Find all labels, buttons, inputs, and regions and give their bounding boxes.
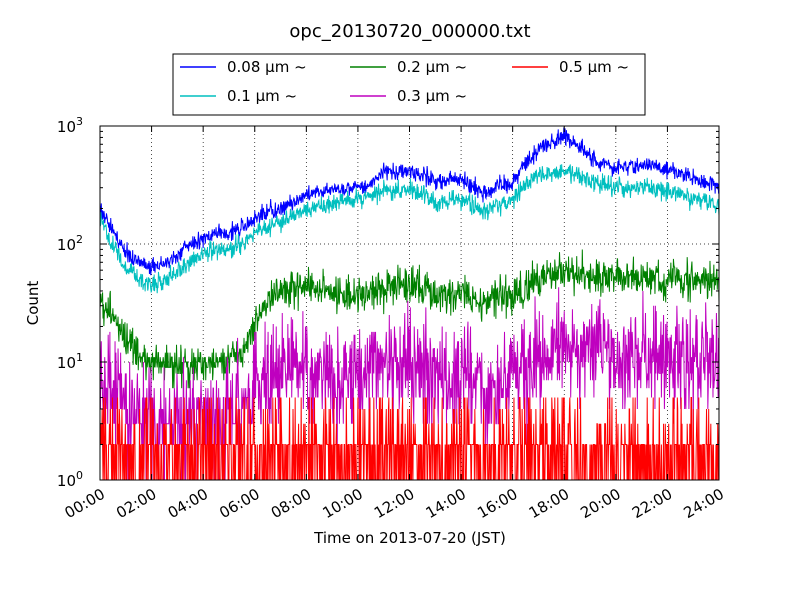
- series-line: [100, 164, 719, 294]
- legend-label: 0.3 μm ~: [397, 87, 467, 105]
- series-line: [100, 397, 719, 480]
- series-line: [100, 127, 719, 276]
- y-tick-labels: 100 101 102 103: [57, 115, 83, 490]
- y-tick-label: 102: [57, 233, 83, 254]
- legend-label: 0.08 μm ~: [227, 58, 307, 76]
- y-tick-label: 100: [57, 469, 83, 490]
- legend: 0.08 μm ~ 0.1 μm ~ 0.2 μm ~ 0.3 μm ~ 0.5 μm …: [172, 53, 646, 116]
- y-axis-label: Count: [24, 281, 42, 326]
- ticks: [99, 125, 720, 481]
- series-layer: [100, 127, 719, 480]
- legend-label: 0.2 μm ~: [397, 58, 467, 76]
- legend-label: 0.5 μm ~: [559, 58, 629, 76]
- y-tick-label: 103: [57, 115, 83, 136]
- chart-title: opc_20130720_000000.txt: [289, 21, 530, 42]
- legend-box: [172, 53, 646, 116]
- legend-label: 0.1 μm ~: [227, 87, 297, 105]
- x-axis-label: Time on 2013-07-20 (JST): [313, 529, 506, 547]
- legend-items: 0.08 μm ~ 0.1 μm ~ 0.2 μm ~ 0.3 μm ~ 0.5 μm …: [180, 58, 629, 105]
- series-line: [100, 249, 719, 389]
- y-tick-label: 101: [57, 351, 83, 372]
